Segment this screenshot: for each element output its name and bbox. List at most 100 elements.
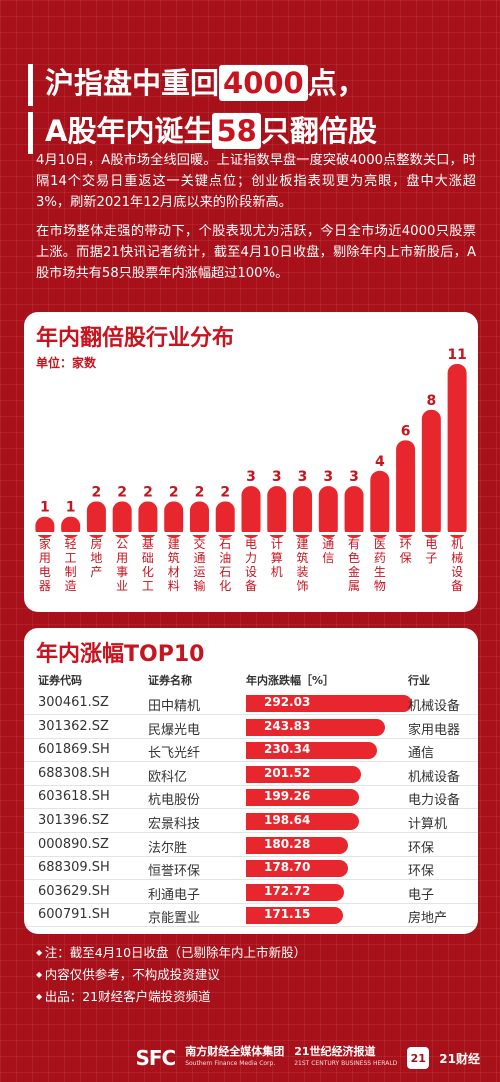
category-label-char: 业 [116,579,128,593]
table-row: 301362.SZ 民爆光电 243.83 家用电器 [24,716,478,739]
cell-pct: 243.83 [264,718,311,733]
note-cutoff: 注：截至4月10日收盘（已剔除年内上市新股） [36,942,306,964]
category-label-char: 色 [348,551,360,565]
bar-电子 [421,409,441,538]
cell-industry: 环保 [408,864,435,880]
cell-code: 301396.SZ [38,813,109,828]
category-label-char: 料 [168,579,180,593]
headline: 沪指盘中重回 4000 点， A股年内诞生 58 只翻倍股 [28,60,478,156]
category-label-char: 材 [168,565,180,579]
category-label-char: 器 [39,579,51,593]
bar-value-label: 3 [349,469,359,485]
notes: 注：截至4月10日收盘（已剔除年内上市新股） 内容仅供参考，不构成投资建议 出品… [36,942,306,1008]
intro-paragraph-2: 在市场整体走强的带动下，个股表现尤为活跃，今日全市场近4000只股票上涨。而据2… [36,224,476,281]
cell-pct: 198.64 [264,813,311,827]
category-label-char: 油 [219,551,231,565]
app-name: 21财经 [439,1051,480,1066]
bar-value-label: 2 [220,484,230,500]
bar-value-label: 3 [323,469,333,485]
header-pct: 年内涨跌幅［%］ [246,674,335,687]
bar-value-label: 3 [298,469,308,485]
cell-name: 杭电股份 [148,793,201,809]
cell-name: 恒誉环保 [148,864,201,880]
cell-code: 300461.SZ [38,695,109,710]
bar-医药生物 [370,470,390,538]
top10-table-panel: 年内涨幅TOP10 证券代码 证券名称 年内涨跌幅［%］ 行业 300461.S… [24,628,478,934]
category-label-char: 装 [297,565,309,579]
category-label-char: 机 [271,565,283,579]
bar-value-label: 1 [40,500,50,516]
bar-value-label: 4 [375,454,385,470]
bar-建筑装饰 [293,486,313,538]
category-label-char: 算 [271,550,283,565]
cell-code: 000890.SZ [38,836,109,852]
cell-code: 600791.SH [38,907,110,923]
bar-value-label: 8 [426,393,436,409]
category-label-char: 化 [219,579,231,593]
category-label-char: 械 [451,550,463,565]
table-row: 688309.SH 恒誉环保 178.70 环保 [24,857,478,881]
table-row: 601869.SH 长飞光纤 230.34 通信 [24,739,478,763]
cell-name: 宏景科技 [148,817,201,832]
pct-bar [246,813,359,830]
category-label-char: 机 [451,537,463,551]
header-code: 证券代码 [38,674,82,687]
bar-value-label: 2 [195,484,205,500]
category-label-char: 筑 [297,550,309,565]
pct-bar [246,742,377,760]
headline-line-1: 沪指盘中重回 4000 点， [45,60,366,106]
category-label-char: 建 [297,537,309,551]
category-label-char: 设 [245,565,257,579]
headline-highlight: 4000 [219,65,308,101]
category-label-char: 交 [193,536,205,551]
cell-industry: 房地产 [408,911,448,927]
pct-bar [246,836,349,854]
category-label-char: 子 [425,551,437,565]
category-label-char: 保 [400,551,412,565]
bar-计算机 [267,486,287,538]
cell-code: 688309.SH [38,860,110,876]
category-label-char: 制 [65,565,77,579]
cell-name: 欧科亿 [148,769,188,785]
category-label-char: 力 [245,551,257,565]
chart-unit: 单位：家数 [36,356,97,370]
headline-text: 只翻倍股 [260,114,377,148]
chart-title: 年内翻倍股行业分布 [36,326,235,351]
intro-text: 4月10日，A股市场全线回暖。上证指数早盘一度突破4000点整数关口，时隔14个… [36,150,476,292]
category-label-char: 工 [142,579,154,593]
table-row: 000890.SZ 法尔胜 180.28 环保 [24,834,478,857]
category-label-char: 通 [193,551,205,565]
bar-环保 [396,440,416,538]
pct-bar [246,718,385,736]
group-name: 南方财经全媒体集团 [185,1045,285,1058]
group-logo: 南方财经全媒体集团 Southern Finance Media Corp. [185,1046,284,1070]
cell-pct: 180.28 [264,836,311,851]
category-label-char: 信 [322,551,334,565]
category-label-char: 用 [39,551,51,565]
cell-name: 法尔胜 [148,840,188,856]
table-title: 年内涨幅TOP10 [36,642,205,667]
cell-code: 601869.SH [38,742,110,758]
pct-bar [246,883,345,901]
category-label-char: 建 [168,537,180,551]
category-label-char: 造 [65,579,77,593]
sfc-logo: SFC [135,1046,176,1070]
cell-pct: 201.52 [264,765,311,780]
headline-bar [28,64,33,106]
category-label-char: 基 [142,537,154,551]
cell-industry: 通信 [408,746,435,762]
paper-name-en: 21ST CENTURY BUSINESS HERALD [294,1060,398,1067]
category-label-char: 备 [451,579,463,593]
bar-电力设备 [241,486,261,538]
cell-industry: 家用电器 [408,722,461,738]
cell-industry: 计算机 [408,817,448,832]
category-label-char: 础 [142,551,154,565]
bar-value-label: 2 [169,484,179,500]
footer: SFC 南方财经全媒体集团 Southern Finance Media Cor… [0,1036,500,1082]
bar-value-label: 6 [401,423,411,439]
bar-基础化工 [138,501,158,538]
category-label-char: 地 [90,551,102,565]
bar-交通运输 [189,501,209,538]
category-label-char: 轻 [65,537,77,551]
cell-industry: 机械设备 [408,769,461,785]
